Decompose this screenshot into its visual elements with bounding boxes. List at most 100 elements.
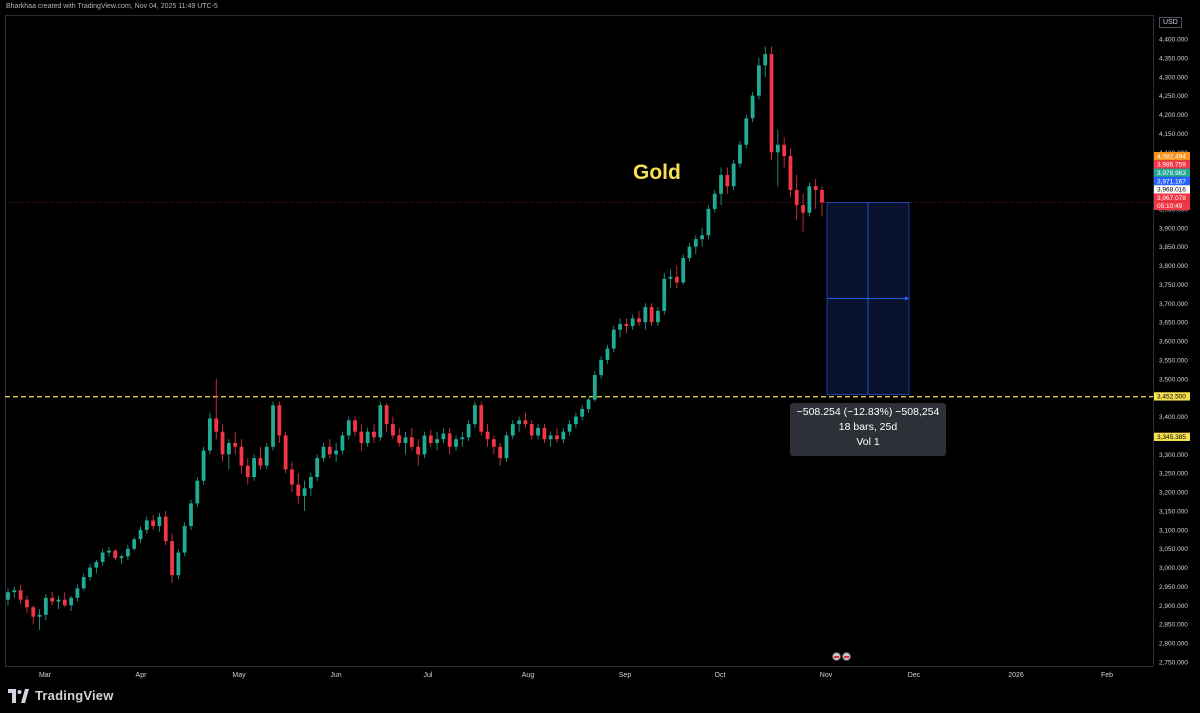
candle-body	[775, 144, 780, 153]
y-tick-label: 2,750.000	[1159, 660, 1188, 667]
x-tick-label: Apr	[136, 672, 148, 679]
candle-body	[258, 458, 263, 466]
y-tick-label: 3,000.000	[1159, 565, 1188, 572]
x-tick-label: Mar	[39, 672, 52, 679]
candle-body	[277, 405, 282, 436]
candle-body	[529, 424, 534, 436]
earnings-event-badges[interactable]	[832, 652, 851, 661]
candle-body	[144, 520, 149, 530]
candle-body	[725, 174, 730, 187]
candle-body	[416, 446, 421, 455]
candle-body	[618, 324, 622, 330]
candle-body	[107, 550, 111, 553]
candle-body	[233, 443, 238, 447]
x-tick-label: Oct	[715, 672, 726, 679]
price-label-bg	[1154, 176, 1190, 186]
time-axis[interactable]	[5, 666, 1153, 687]
currency-label[interactable]: USD	[1159, 17, 1182, 28]
price-label-bg	[1154, 392, 1190, 401]
candle-body	[674, 276, 679, 283]
y-tick-label: 4,400.000	[1159, 37, 1188, 44]
price-label: 3,968.016	[1157, 187, 1186, 194]
candle-body	[479, 405, 484, 432]
price-label-bg	[1154, 185, 1190, 194]
plot-area[interactable]	[5, 15, 1154, 667]
candle-body	[561, 431, 566, 440]
footer	[0, 686, 1200, 713]
price-label: 3,345.385	[1157, 434, 1186, 441]
candle-body	[466, 424, 471, 438]
candle-body	[220, 431, 225, 455]
candle-body	[391, 424, 395, 436]
candle-body	[69, 597, 73, 606]
candle-body	[50, 597, 55, 602]
y-tick-label: 4,350.000	[1159, 55, 1188, 62]
y-tick-label: 2,800.000	[1159, 641, 1188, 648]
candle-body	[441, 433, 446, 440]
candle-body	[334, 450, 339, 455]
candle-body	[523, 420, 528, 425]
candle-body	[182, 526, 187, 553]
y-tick-label: 4,300.000	[1159, 74, 1188, 81]
us-flag-icon-2[interactable]	[842, 652, 851, 661]
y-tick-label: 4,250.000	[1159, 93, 1188, 100]
candle-body	[94, 561, 99, 568]
candle-body	[163, 516, 168, 542]
candle-body	[611, 329, 616, 349]
candle-body	[447, 433, 452, 447]
candle-body	[624, 324, 629, 326]
candle-body	[813, 186, 818, 191]
candle-body	[605, 348, 610, 360]
x-tick-label: Jul	[424, 672, 433, 679]
candle-body	[548, 435, 553, 440]
candle-body	[706, 208, 711, 236]
y-tick-label: 2,900.000	[1159, 603, 1188, 610]
candle-body	[769, 54, 774, 153]
measure-bars: 18 bars, 25d	[838, 421, 898, 433]
candle-body	[170, 541, 174, 576]
candle-body	[460, 437, 465, 440]
candle-body	[378, 405, 383, 438]
candle-body	[409, 437, 414, 447]
candle-body	[435, 439, 439, 444]
candle-body	[340, 435, 345, 451]
candle-body	[346, 420, 351, 436]
y-tick-label: 3,150.000	[1159, 508, 1188, 515]
candle-body	[630, 318, 635, 326]
candle-body	[485, 431, 490, 440]
candle-body	[428, 435, 433, 444]
candle-body	[365, 431, 370, 444]
x-tick-label: Nov	[820, 672, 833, 679]
price-label-bg	[1154, 193, 1190, 202]
candle-body	[113, 550, 118, 559]
us-flag-icon[interactable]	[832, 652, 841, 661]
candle-body	[321, 446, 326, 459]
candle-body	[62, 599, 67, 606]
candle-body	[132, 539, 137, 549]
candle-body	[700, 235, 705, 240]
candle-body	[801, 205, 805, 213]
x-tick-label: May	[232, 672, 246, 679]
price-axis[interactable]	[1153, 15, 1200, 666]
candle-body	[649, 307, 654, 323]
candle-body	[422, 435, 427, 455]
candle-body	[536, 427, 540, 436]
y-tick-label: 3,400.000	[1159, 414, 1188, 421]
candle-body	[397, 435, 402, 444]
candle-body	[662, 278, 667, 311]
candle-body	[599, 359, 604, 376]
candle-body	[542, 427, 547, 440]
candle-body	[473, 405, 477, 425]
y-tick-label: 4,200.000	[1159, 112, 1188, 119]
y-tick-label: 3,900.000	[1159, 225, 1188, 232]
brand[interactable]: TradingView	[8, 688, 114, 703]
candle-body	[750, 95, 755, 119]
x-tick-label: Jun	[330, 672, 341, 679]
y-tick-label: 3,200.000	[1159, 490, 1188, 497]
candle-body	[12, 590, 17, 593]
candle-body	[18, 590, 23, 600]
candle-body	[151, 520, 156, 527]
candle-body	[56, 599, 61, 602]
candle-body	[189, 503, 193, 527]
candle-body	[687, 246, 692, 258]
